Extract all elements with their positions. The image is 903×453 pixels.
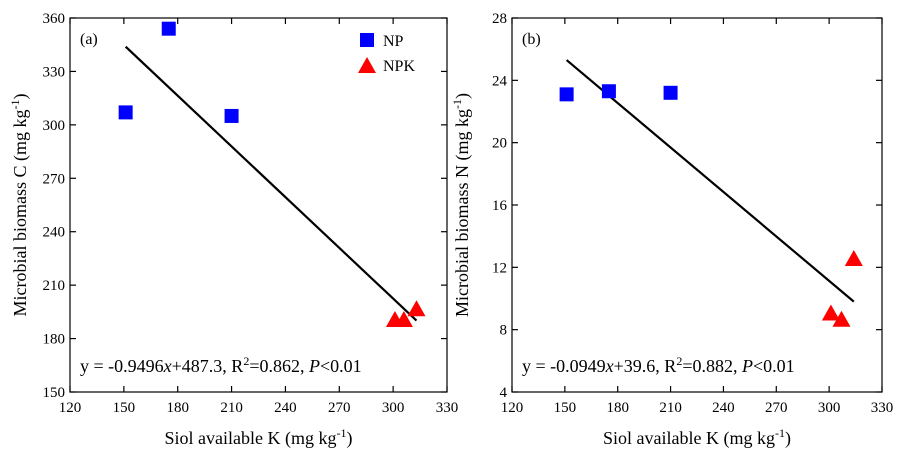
panel-a-xtick-label: 240 — [274, 400, 297, 416]
panel-a-frame — [69, 17, 448, 393]
panel-a-equation: y = -0.9496x+487.3, R2=0.862, P<0.01 — [80, 354, 362, 376]
panel-b-xtick-label: 270 — [765, 400, 788, 416]
panel-b-ytick-label: 20 — [492, 136, 507, 152]
panel-b-frame — [511, 17, 883, 393]
panel-b-xtick-label: 120 — [501, 400, 524, 416]
panel-b-equation-r2-sup: 2 — [676, 354, 682, 368]
panel-b-xtick-label: 180 — [606, 400, 629, 416]
panel-a-y-axis-title-text: Microbial biomass C (mg kg — [10, 110, 31, 317]
panel-a-ytick-label: 180 — [43, 332, 66, 348]
panel-b-ytick-label: 28 — [492, 11, 507, 27]
panel-b-x-axis-title-text: Siol available K (mg kg — [603, 428, 775, 449]
panel-b-equation-var: x — [605, 356, 614, 376]
panel-a-xtick-label: 180 — [166, 400, 189, 416]
panel-b-y-axis-title: Microbial biomass N (mg kg-1) — [450, 93, 473, 317]
panel-a-equation-var: x — [163, 356, 172, 376]
panel-b-y-axis-title-text: Microbial biomass N (mg kg — [452, 109, 473, 317]
panel-b-x-axis-title: Siol available K (mg kg-1) — [603, 426, 791, 449]
panel-b-xtick-label: 240 — [712, 400, 735, 416]
panel-b-point-npk-2 — [844, 249, 863, 266]
panel-b: 120 150 180 210 240 270 300 330 4 8 12 16 20 24 28 Siol… — [450, 11, 893, 449]
panel-a-point-np-2 — [224, 108, 239, 123]
panel-a-equation-prefix: y = -0.9496 — [80, 356, 164, 376]
panel-a: 120 150 180 210 240 270 300 3301501802102402703… — [8, 11, 458, 449]
panel-a-ytick-label: 270 — [43, 171, 66, 187]
panel-b-equation-r2-value: =0.882, — [682, 356, 742, 376]
panel-a-xtick-label: 120 — [59, 400, 82, 416]
panel-b-xtick-label: 330 — [871, 400, 894, 416]
panel-b-point-np-2 — [663, 85, 678, 100]
panel-a-ytick-label: 360 — [43, 11, 66, 27]
panel-b-ytick-label: 8 — [500, 323, 508, 339]
panel-a-xtick-label: 210 — [220, 400, 243, 416]
panel-a-xtick-label: 300 — [382, 400, 405, 416]
panel-a-ytick-label: 330 — [43, 64, 66, 80]
panel-b-fit-line — [565, 59, 855, 303]
panel-a-x-axis-title: Siol available K (mg kg-1) — [165, 426, 353, 449]
panel-b-equation-p-value: <0.01 — [753, 356, 795, 376]
panel-a-y-axis-title-suffix: ) — [10, 94, 31, 100]
panel-a-ytick-label: 240 — [43, 225, 66, 241]
panel-a-equation-rest: +487.3, R — [172, 356, 244, 376]
panel-b-point-npk-0 — [821, 304, 840, 321]
panel-a-y-axis-title: Microbial biomass C (mg kg-1) — [8, 94, 31, 317]
panel-b-y-axis-title-suffix: ) — [452, 93, 473, 99]
panel-b-xtick-label: 210 — [659, 400, 682, 416]
panel-b-xtick-label: 150 — [554, 400, 577, 416]
panel-b-xtick-label: 300 — [818, 400, 841, 416]
panel-b-equation-p: P — [741, 356, 753, 376]
panel-a-equation-r2-value: =0.862, — [249, 356, 309, 376]
panel-a-point-npk-1 — [394, 310, 413, 327]
panel-a-legend-label-npk: NPK — [383, 58, 415, 75]
panel-b-y-axis-title-sup: -1 — [450, 99, 464, 109]
panel-b-equation: y = -0.0949x+39.6, R2=0.882, P<0.01 — [522, 354, 795, 376]
panel-a-equation-p: P — [308, 356, 320, 376]
panel-a-equation-r2-sup: 2 — [243, 354, 249, 368]
panel-a-xtick-label: 330 — [436, 400, 459, 416]
panel-a-x-axis-title-sup: -1 — [336, 426, 346, 440]
panel-a-point-np-0 — [118, 105, 133, 120]
panel-a-legend-marker-npk — [358, 57, 376, 73]
panel-a-x-axis-title-suffix: ) — [346, 428, 352, 449]
panel-a-x-axis-title-text: Siol available K (mg kg — [165, 428, 337, 449]
panel-b-x-axis-title-sup: -1 — [775, 426, 785, 440]
panel-b-ytick-label: 4 — [500, 385, 508, 401]
panel-b-x-axis-title-suffix: ) — [785, 428, 791, 449]
panel-b-point-npk-1 — [832, 310, 851, 327]
panel-a-ytick-label: 300 — [43, 118, 66, 134]
panel-a-label: (a) — [80, 31, 98, 48]
panel-a-xtick-label: 270 — [328, 400, 351, 416]
panel-a-xtick-label: 150 — [113, 400, 136, 416]
panel-a-fit-line — [124, 45, 418, 322]
panel-b-equation-rest: +39.6, R — [614, 356, 677, 376]
panel-b-equation-prefix: y = -0.0949 — [522, 356, 606, 376]
panel-a-legend-label-np: NP — [383, 33, 404, 50]
panel-a-ytick-label: 150 — [43, 385, 66, 401]
panel-a-point-np-1 — [161, 21, 176, 36]
panel-a-equation-p-value: <0.01 — [320, 356, 362, 376]
panel-b-point-np-1 — [601, 84, 616, 99]
panel-b-label: (b) — [522, 31, 541, 48]
panel-a-legend-marker-np — [360, 33, 374, 47]
panel-a-ytick-label: 210 — [43, 278, 66, 294]
panel-b-ytick-label: 16 — [492, 198, 508, 214]
panel-a-point-npk-2 — [407, 300, 426, 317]
panel-a-y-axis-title-sup: -1 — [8, 100, 22, 110]
panel-b-point-np-0 — [559, 87, 574, 102]
panel-b-ytick-label: 24 — [492, 73, 508, 89]
panel-b-ytick-label: 12 — [492, 260, 507, 276]
